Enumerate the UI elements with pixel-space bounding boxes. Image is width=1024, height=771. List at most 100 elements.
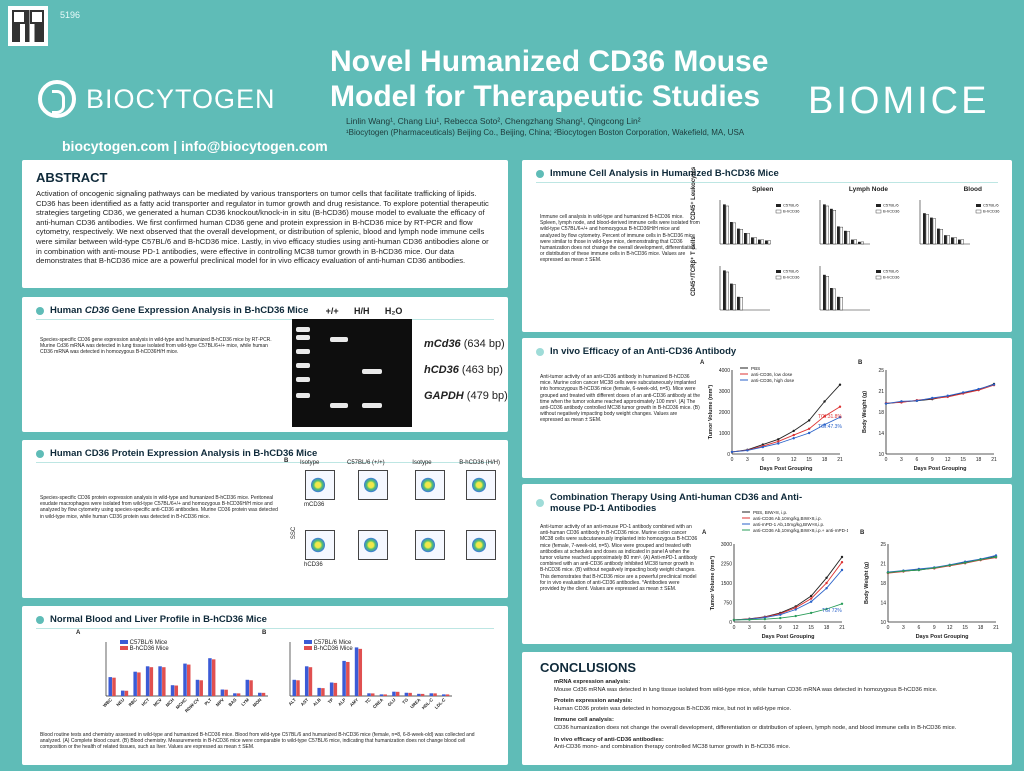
x-axis-label: Days Post Grouping	[760, 466, 813, 472]
series-line	[731, 384, 841, 453]
bar-hcd36	[725, 271, 729, 311]
x-tick-label: NEU	[115, 697, 125, 707]
tgi-high: TGI:47.3%	[818, 424, 842, 430]
bar-c57	[823, 204, 826, 244]
row-leukocytes: CD45⁺ Leukocytes	[691, 166, 697, 220]
bullet-icon	[536, 169, 544, 178]
data-point	[840, 602, 844, 605]
bar-c57	[354, 647, 359, 696]
poster-title: Novel Humanized CD36 Mouse Model for The…	[330, 45, 769, 113]
x-tick-label: MON	[252, 697, 263, 708]
y-tick-label: 25	[878, 368, 884, 374]
data-point	[748, 618, 751, 621]
y-tick-label: 4000	[719, 368, 730, 374]
data-point	[779, 616, 782, 620]
x-tick-label: 6	[763, 625, 766, 631]
bar-c57	[292, 679, 296, 696]
panel-label-b: B	[262, 630, 267, 636]
legend-label: C57BL/6	[983, 203, 999, 208]
gene-expression-heading: Human CD36 Gene Expression Analysis in B…	[36, 305, 494, 316]
conclusions-panel: CONCLUSIONS mRNA expression analysis: Mou…	[522, 652, 1012, 765]
bar-hcd36	[358, 648, 363, 696]
data-point	[746, 449, 749, 452]
data-point	[979, 558, 982, 561]
bar-hcd36	[760, 239, 764, 245]
data-point	[917, 568, 921, 572]
flow-plot	[305, 470, 335, 500]
panel-label-b: B	[858, 360, 863, 366]
y-axis-label: Tumor Volume (mm³)	[707, 385, 714, 440]
data-point	[825, 587, 828, 590]
row-t-cells: CD45⁺/TCRβ⁺ T cells	[691, 236, 697, 296]
bar-c57	[944, 235, 947, 244]
bar-c57	[404, 692, 409, 696]
legend-label: C57BL/6	[783, 203, 799, 208]
tgi-low: TGI:31.8%	[818, 414, 842, 420]
series-line	[731, 416, 841, 453]
legend-swatch	[875, 209, 882, 214]
bar-c57	[392, 691, 396, 696]
x-tick-label: HDL-C	[421, 697, 435, 711]
legend-label: C57BL/6	[883, 269, 899, 274]
data-point	[779, 613, 782, 616]
legend-label: C57BL/6	[783, 269, 799, 274]
bar-c57	[145, 666, 150, 696]
data-point	[825, 607, 828, 611]
abstract-text: Activation of oncogenic signaling pathwa…	[36, 189, 489, 266]
x-tick-label: 0	[731, 457, 734, 463]
x-tick-label: 15	[962, 625, 968, 631]
data-point	[777, 438, 780, 441]
bar-c57	[108, 677, 112, 696]
bar-c57	[765, 240, 768, 244]
bar-hcd36	[825, 205, 829, 245]
legend-swatch	[976, 204, 981, 207]
bar-c57	[730, 222, 733, 244]
data-point	[825, 581, 828, 585]
protein-expression-heading: Human CD36 Protein Expression Analysis i…	[36, 448, 494, 459]
legend-hcd36: B-hCD36 Mice	[120, 646, 169, 652]
gel-image	[292, 319, 412, 427]
blood-liver-heading: Normal Blood and Liver Profile in B-hCD3…	[36, 614, 494, 625]
x-tick-label: TC	[364, 697, 372, 705]
data-point	[807, 427, 811, 430]
contact-links[interactable]: biocytogen.com | info@biocytogen.com	[62, 138, 328, 154]
series-line	[887, 555, 997, 573]
data-point	[840, 555, 844, 559]
data-point	[915, 399, 919, 402]
flow-plot	[466, 470, 496, 500]
flow-plot	[415, 530, 445, 560]
data-point	[777, 442, 780, 445]
x-axis-label: Days Post Grouping	[762, 634, 815, 640]
bar-hcd36	[946, 235, 950, 245]
data-point	[900, 400, 903, 403]
panel-label-a: A	[76, 630, 81, 636]
bar-hcd36	[725, 205, 729, 245]
x-tick-label: AST	[300, 697, 310, 707]
conclusion-item: Protein expression analysis: Human CD36 p…	[554, 698, 792, 712]
x-tick-label: 21	[837, 457, 843, 463]
efficacy-heading: In vivo Efficacy of an Anti-CD36 Antibod…	[536, 346, 998, 357]
bar-hcd36	[433, 693, 437, 696]
data-point	[792, 437, 795, 440]
bar-c57	[951, 237, 954, 244]
flow-col-isotype-h: Isotype	[412, 460, 432, 466]
bar-hcd36	[187, 664, 191, 696]
company-name: BIOCYTOGEN	[86, 83, 276, 114]
data-point	[763, 617, 767, 621]
flow-panel-label: B	[284, 458, 289, 464]
legend-label: B-hCD36	[883, 209, 900, 214]
bar-c57	[317, 687, 321, 696]
data-point	[946, 394, 949, 397]
bar-hcd36	[732, 222, 736, 245]
col-blood: Blood	[963, 186, 982, 193]
x-tick-label: 3	[746, 457, 749, 463]
x-tick-label: 18	[822, 457, 828, 463]
bar-c57	[367, 693, 371, 696]
lane-label-water: H₂O	[384, 306, 403, 316]
y-tick-label: 750	[724, 601, 733, 607]
x-tick-label: 6	[917, 625, 920, 631]
x-tick-label: 15	[808, 625, 814, 631]
x-tick-label: MCV	[152, 697, 162, 707]
band-label-hcd36: hCD36 (463 bp)	[424, 364, 503, 376]
data-point	[732, 618, 736, 622]
